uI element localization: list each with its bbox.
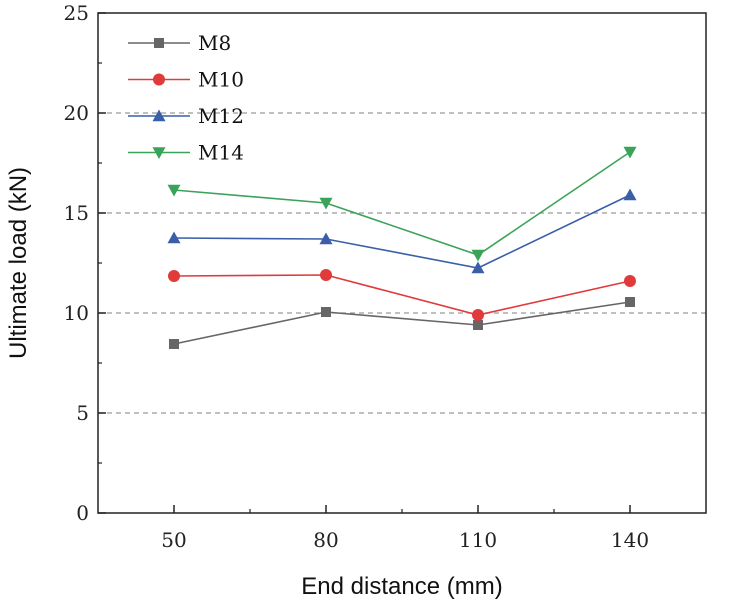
data-point-m8-50 bbox=[169, 339, 179, 349]
legend-marker-m8 bbox=[154, 38, 164, 48]
data-point-m12-50 bbox=[167, 231, 181, 244]
data-point-m14-80 bbox=[319, 197, 333, 210]
data-point-m14-140 bbox=[623, 146, 637, 159]
plot-frame bbox=[97, 12, 707, 514]
data-point-m14-110 bbox=[471, 249, 485, 262]
y-tick-label-10: 10 bbox=[64, 301, 89, 325]
legend-marker-m12 bbox=[152, 109, 166, 122]
series-line-m8 bbox=[173, 301, 631, 345]
x-tick-label-110: 110 bbox=[459, 528, 497, 552]
data-point-m14-50 bbox=[167, 184, 181, 197]
data-point-m10-50 bbox=[168, 270, 180, 282]
legend-marker-m14 bbox=[152, 147, 166, 159]
data-point-m10-140 bbox=[624, 275, 636, 287]
legend-label-m8: M8 bbox=[198, 31, 231, 55]
series-markers bbox=[167, 146, 637, 349]
x-tick-label-140: 140 bbox=[611, 528, 649, 552]
grid-lines bbox=[98, 112, 706, 414]
data-point-m8-80 bbox=[321, 307, 331, 317]
y-axis-title: Ultimate load (kN) bbox=[5, 167, 32, 359]
y-tick-label-15: 15 bbox=[64, 201, 89, 225]
series-line-m14 bbox=[173, 151, 631, 256]
series-line-m10 bbox=[173, 274, 631, 316]
data-point-m12-110 bbox=[471, 261, 485, 274]
data-point-m8-140 bbox=[625, 297, 635, 307]
data-point-m12-80 bbox=[319, 232, 333, 245]
series-line-m12 bbox=[173, 194, 631, 269]
y-tick-label-20: 20 bbox=[64, 101, 89, 125]
legend-label-m14: M14 bbox=[198, 141, 244, 165]
axis-ticks bbox=[98, 12, 631, 514]
x-axis-title: End distance (mm) bbox=[301, 573, 502, 600]
tick-labels: 0 5 10 15 20 25 50 80 110 140 bbox=[64, 1, 650, 552]
data-point-m10-110 bbox=[472, 309, 484, 321]
legend-label-m12: M12 bbox=[198, 104, 244, 128]
legend: M8 M10 M12 M14 bbox=[128, 31, 244, 165]
legend-label-m10: M10 bbox=[198, 68, 244, 92]
y-tick-label-0: 0 bbox=[76, 501, 89, 525]
series-lines bbox=[173, 151, 631, 345]
y-tick-label-5: 5 bbox=[76, 401, 89, 425]
data-point-m8-110 bbox=[473, 320, 483, 330]
x-tick-label-80: 80 bbox=[313, 528, 338, 552]
y-tick-label-25: 25 bbox=[64, 1, 89, 25]
data-point-m10-80 bbox=[320, 269, 332, 281]
data-point-m12-140 bbox=[623, 188, 637, 201]
legend-marker-m10 bbox=[153, 73, 165, 86]
x-tick-label-50: 50 bbox=[161, 528, 186, 552]
